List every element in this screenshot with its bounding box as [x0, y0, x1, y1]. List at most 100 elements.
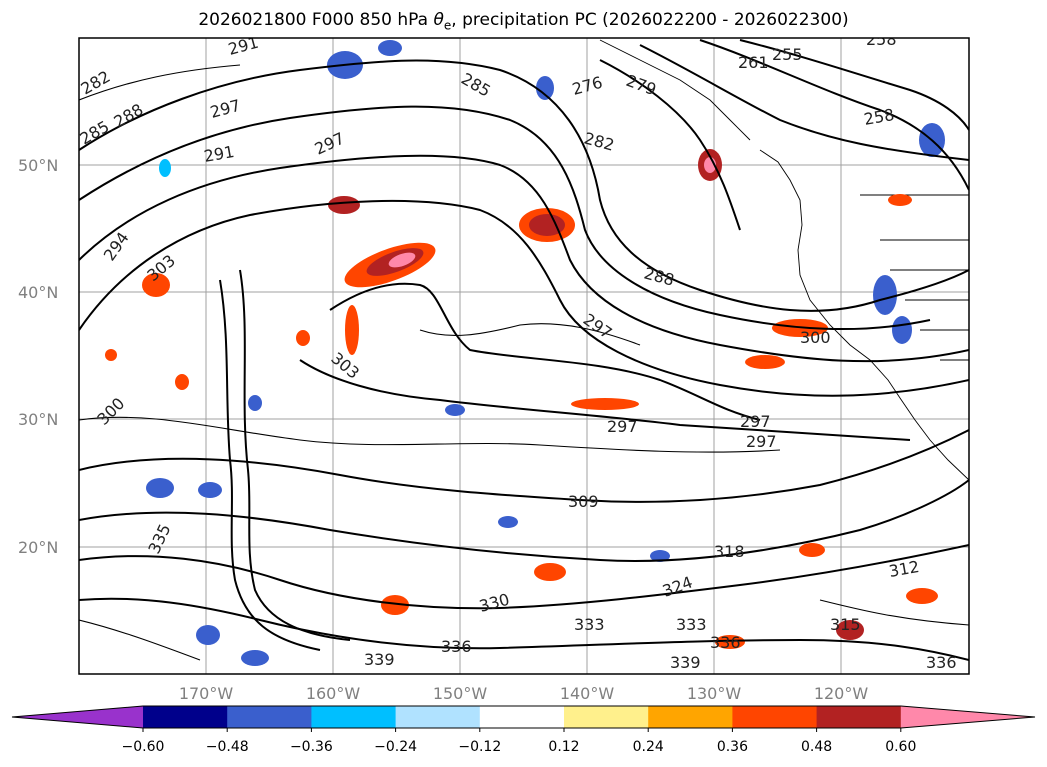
precip-blob [534, 563, 566, 581]
contour-label: 297 [740, 412, 771, 431]
title-suffix: , precipitation PC (2026022200 - 2026022… [451, 10, 849, 30]
contour-line [79, 597, 969, 661]
lon-label-160w: 160°W [306, 684, 361, 703]
contour-line [79, 64, 241, 101]
contour-label: 309 [568, 492, 599, 511]
lon-label-170w: 170°W [179, 684, 234, 703]
colorbar-segment [816, 706, 902, 728]
colorbar-tick-label: 0.48 [801, 739, 832, 755]
contour-line [79, 59, 969, 312]
contour-line [699, 39, 969, 191]
colorbar-segment [479, 706, 565, 728]
contour-line [329, 282, 761, 421]
map-frame [78, 37, 970, 675]
contour-line [419, 323, 641, 346]
contour-label: 300 [800, 328, 831, 347]
precip-blob [892, 316, 912, 344]
colorbar-tick-label: 0.12 [548, 739, 579, 755]
contour-label: 297 [607, 417, 638, 436]
contour-line [79, 479, 969, 562]
contour-line [79, 416, 781, 453]
contour-label: 336 [710, 633, 741, 652]
map-background [79, 38, 969, 674]
border-states [880, 239, 969, 361]
colorbar-segment [227, 706, 312, 728]
coastline-north-america [759, 149, 969, 481]
contour-line [79, 429, 969, 503]
precip-blob [328, 196, 360, 214]
colorbar-tick-label: 0.24 [633, 739, 664, 755]
precip-blob [196, 625, 220, 645]
precip-blob [388, 252, 416, 268]
precip-blob [536, 76, 554, 100]
precip-blob [345, 305, 359, 355]
precip-blob [715, 635, 745, 649]
contour-label: 336 [441, 637, 472, 656]
contour-label: 318 [714, 542, 745, 561]
lat-label-30n: 30°N [18, 410, 58, 429]
precip-blob [529, 214, 565, 236]
lon-label-130w: 130°W [687, 684, 742, 703]
title-sub: e [443, 18, 452, 33]
title-theta: θ [433, 10, 444, 30]
precip-blob [175, 374, 189, 390]
colorbar-tick-label: −0.48 [206, 739, 249, 755]
contour-line [79, 619, 201, 661]
lon-label-120w: 120°W [814, 684, 869, 703]
colorbar-tick-label: −0.12 [458, 739, 501, 755]
colorbar-tick-label: 0.60 [885, 739, 916, 755]
precip-blob [873, 275, 897, 315]
colorbar-segment [648, 706, 733, 728]
coastline-alaska [599, 39, 751, 141]
colorbar-extend-high [900, 706, 1035, 728]
contour-label: 297 [746, 432, 777, 451]
colorbar-tick-label: −0.24 [374, 739, 417, 755]
contour-label: 339 [670, 653, 701, 672]
lat-label-20n: 20°N [18, 538, 58, 557]
colorbar-tick-label: −0.36 [290, 739, 333, 755]
contour-line [79, 154, 969, 363]
contour-line [219, 279, 321, 651]
contour-label: 339 [364, 650, 395, 669]
lat-label-40n: 40°N [18, 283, 58, 302]
precip-blob [378, 40, 402, 56]
precip-blob [888, 194, 912, 206]
precip-blob [571, 398, 639, 410]
precip-blob [498, 516, 518, 528]
theta-e-contours [79, 39, 969, 661]
contour-line [299, 359, 911, 441]
contour-line [79, 105, 931, 331]
colorbar-segment [143, 706, 228, 728]
chart-title: 2026021800 F000 850 hPa θe, precipitatio… [0, 10, 1047, 32]
precip-blob [650, 550, 670, 562]
precip-blob [745, 355, 785, 369]
contour-label: 333 [574, 615, 605, 634]
title-prefix: 2026021800 F000 850 hPa [198, 10, 434, 30]
colorbar-tick-label: 0.36 [717, 739, 748, 755]
contour-line [79, 199, 969, 397]
lon-label-150w: 150°W [433, 684, 488, 703]
contour-line [739, 39, 969, 131]
colorbar-segment [311, 706, 397, 728]
colorbar-tick-label: −0.60 [122, 739, 165, 755]
contour-line [79, 544, 969, 610]
latitude-labels: 50°N 40°N 30°N 20°N [18, 156, 58, 557]
precip-blob [906, 588, 938, 604]
contour-label: 336 [926, 653, 957, 672]
colorbar: −0.60 −0.48 −0.36 −0.24 −0.12 0.12 0.24 0.36 0.4… [11, 705, 1036, 755]
graticule [79, 38, 969, 674]
lon-label-140w: 140°W [560, 684, 615, 703]
contour-label: 258 [866, 30, 897, 49]
longitude-labels: 170°W 160°W 150°W 140°W 130°W 120°W [179, 684, 869, 703]
lat-label-50n: 50°N [18, 156, 58, 175]
contour-label: 333 [676, 615, 707, 634]
precip-blob [381, 595, 409, 615]
colorbar-segment [564, 706, 649, 728]
contour-line [819, 599, 969, 626]
precip-fills [105, 40, 945, 666]
precip-blob [198, 482, 222, 498]
precip-blob [241, 650, 269, 666]
contour-label: 261 [738, 53, 769, 72]
colorbar-segment [395, 706, 481, 728]
